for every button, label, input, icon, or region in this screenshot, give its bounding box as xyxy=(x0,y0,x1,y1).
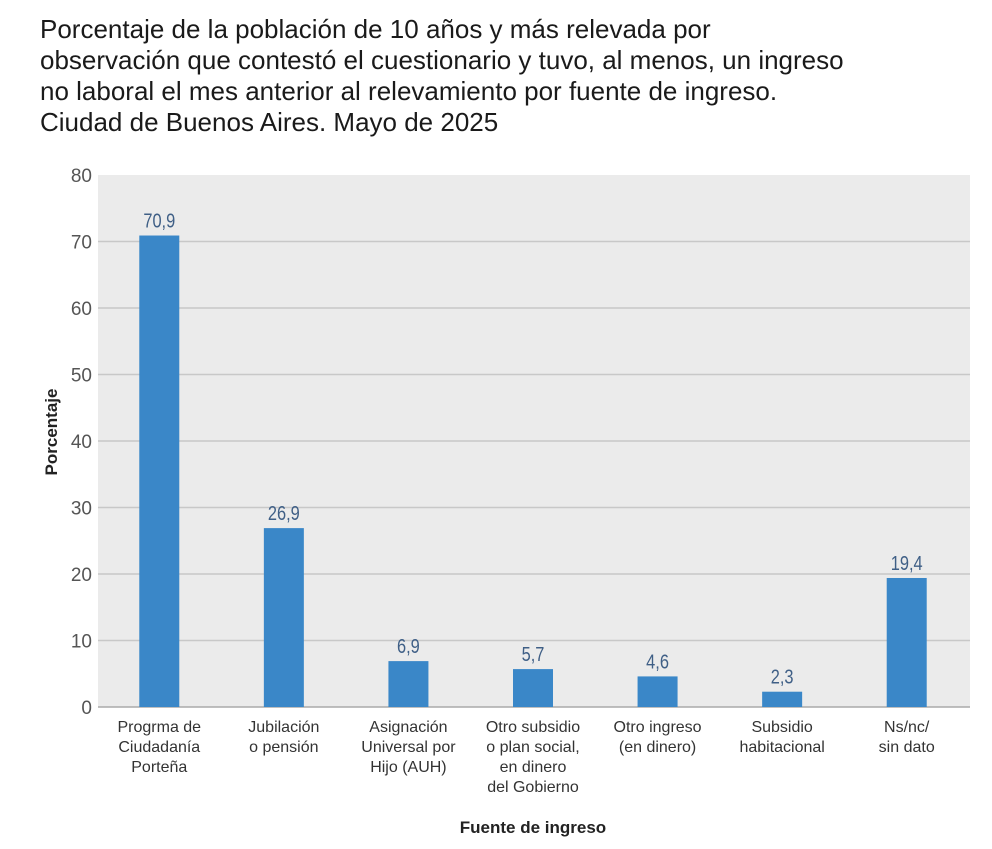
bar xyxy=(637,676,678,707)
bar xyxy=(139,235,180,707)
y-tick-label: 0 xyxy=(81,698,92,719)
x-tick-label: Ns/nc/ sin dato xyxy=(878,719,935,756)
bar xyxy=(886,577,927,707)
x-tick-label: Otro ingreso (en dinero) xyxy=(613,719,702,756)
y-tick-label: 20 xyxy=(71,565,92,586)
bar xyxy=(263,528,304,707)
data-label: 19,4 xyxy=(891,551,923,574)
data-label: 5,7 xyxy=(522,643,545,666)
chart-title: Porcentaje de la población de 10 años y … xyxy=(40,14,844,137)
bar xyxy=(388,661,429,707)
y-tick-label: 10 xyxy=(71,632,92,653)
data-label: 4,6 xyxy=(646,650,669,673)
y-tick-label: 40 xyxy=(71,432,92,453)
x-tick-label: Jubilación o pensión xyxy=(248,719,320,756)
x-tick-label: Progrma de Ciudadanía Porteña xyxy=(117,719,202,776)
data-label: 6,9 xyxy=(397,635,420,658)
data-label: 2,3 xyxy=(771,665,794,688)
y-axis-label: Porcentaje xyxy=(42,388,61,476)
x-tick-label: Asignación Universal por Hijo (AUH) xyxy=(361,719,456,776)
y-tick-label: 50 xyxy=(71,366,92,387)
x-axis-label: Fuente de ingreso xyxy=(459,818,607,837)
y-tick-label: 60 xyxy=(71,299,92,320)
bar xyxy=(513,669,553,707)
y-tick-label: 30 xyxy=(71,499,92,520)
y-tick-label: 80 xyxy=(71,166,92,187)
y-tick-label: 70 xyxy=(71,233,92,254)
bar xyxy=(762,691,803,707)
x-tick-label: Subsidio habitacional xyxy=(739,719,825,756)
x-tick-label: Otro subsidio o plan social, en dinero d… xyxy=(485,719,581,796)
data-label: 70,9 xyxy=(143,209,175,232)
data-label: 26,9 xyxy=(268,502,300,525)
